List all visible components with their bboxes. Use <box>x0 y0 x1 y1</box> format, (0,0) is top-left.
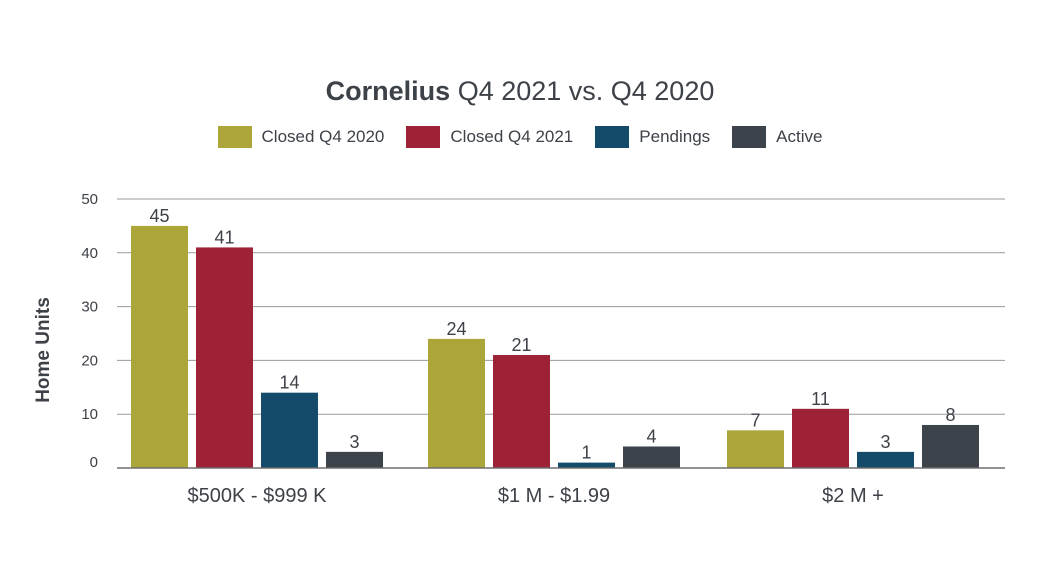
legend-label-closed-2020: Closed Q4 2020 <box>261 127 385 146</box>
bar-active-2 <box>922 424 979 468</box>
y-tick-label-50: 50 <box>81 191 98 208</box>
data-label-closed-2020-0: 45 <box>149 206 169 226</box>
data-label-active-0: 3 <box>349 432 359 452</box>
legend-swatch-active <box>732 126 767 148</box>
bar-closed-2021-2 <box>792 408 849 468</box>
y-tick-label-10: 10 <box>81 406 98 423</box>
bar-pendings-1 <box>558 462 615 468</box>
legend-swatch-closed-2020 <box>217 126 252 148</box>
bar-closed-2021-0 <box>196 247 253 468</box>
chart-legend: Closed Q4 2020 Closed Q4 2021 Pendings A… <box>0 126 1040 148</box>
y-tick-label-30: 30 <box>81 299 98 316</box>
data-label-closed-2021-1: 21 <box>511 335 531 355</box>
bar-closed-2020-2 <box>727 430 784 468</box>
bar-closed-2020-1 <box>428 338 485 468</box>
bar-closed-2020-0 <box>131 225 188 468</box>
legend-item-closed-2020: Closed Q4 2020 <box>217 126 385 148</box>
y-tick-label-20: 20 <box>81 352 98 369</box>
bar-pendings-0 <box>261 392 318 468</box>
data-label-active-2: 8 <box>945 405 955 425</box>
data-label-active-1: 4 <box>646 426 656 446</box>
y-tick-label-40: 40 <box>81 245 98 262</box>
data-label-pendings-1: 1 <box>581 443 591 463</box>
chart-title-rest: Q4 2021 vs. Q4 2020 <box>457 76 715 106</box>
y-tick-label-0: 0 <box>90 454 98 471</box>
chart-title: Cornelius Q4 2021 vs. Q4 2020 <box>0 74 1040 108</box>
data-label-pendings-0: 14 <box>279 373 299 393</box>
legend-swatch-closed-2021 <box>406 126 441 148</box>
bar-active-0 <box>326 451 383 468</box>
legend-label-pendings: Pendings <box>639 127 711 146</box>
data-label-closed-2020-1: 24 <box>446 319 466 339</box>
legend-item-closed-2021: Closed Q4 2021 <box>406 126 573 148</box>
legend-label-active: Active <box>776 127 823 146</box>
legend-item-pendings: Pendings <box>595 126 710 148</box>
x-category-label-2: $2 M + <box>822 485 884 507</box>
x-category-label-1: $1 M - $1.99 <box>498 485 610 507</box>
bar-active-1 <box>623 446 680 468</box>
data-label-closed-2021-2: 11 <box>811 389 830 409</box>
data-label-closed-2020-2: 7 <box>750 410 760 430</box>
legend-label-closed-2021: Closed Q4 2021 <box>450 127 574 146</box>
data-label-pendings-2: 3 <box>880 432 890 452</box>
chart-title-bold: Cornelius <box>325 76 451 106</box>
bar-closed-2021-1 <box>493 355 550 468</box>
x-category-label-0: $500K - $999 K <box>188 485 328 507</box>
data-label-closed-2021-0: 41 <box>214 227 234 247</box>
legend-item-active: Active <box>732 126 822 148</box>
legend-swatch-pendings <box>595 126 630 148</box>
bar-pendings-2 <box>857 451 914 468</box>
